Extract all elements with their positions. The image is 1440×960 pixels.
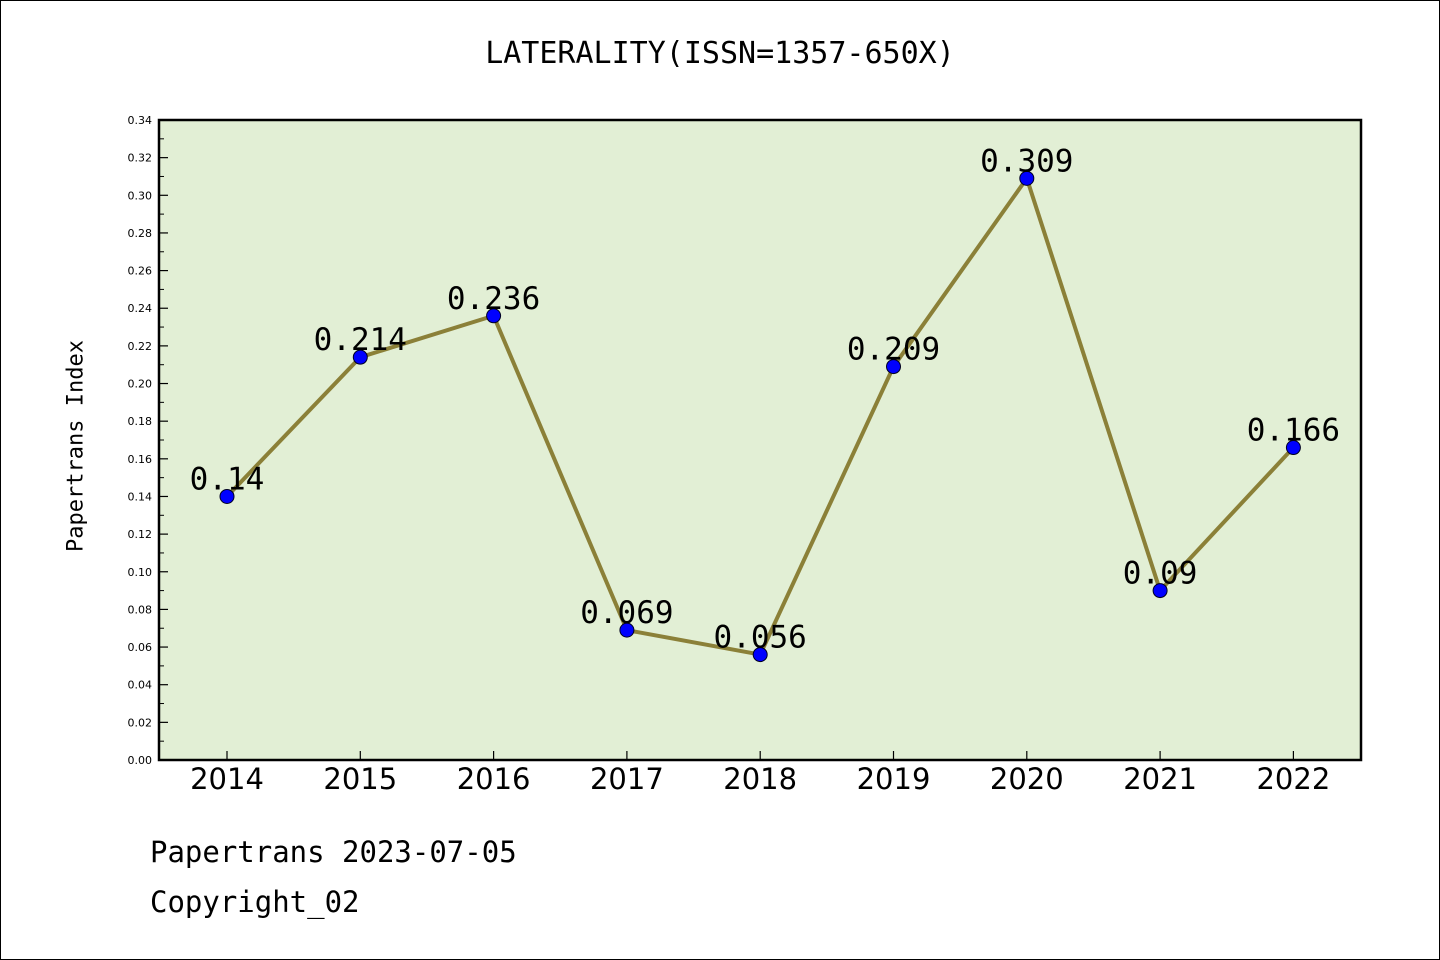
data-point (619, 622, 635, 638)
y-axis: 0.00 0.02 0.04 0.06 0.08 0.10 0.12 0.14 0.16 0.18… (128, 114, 168, 767)
y-tick-label: 0.20 (128, 378, 153, 391)
data-label: 0.069 (580, 595, 673, 631)
x-tick-label: 2015 (323, 762, 397, 796)
data-label: 0.166 (1247, 413, 1340, 449)
y-tick-label: 0.28 (128, 227, 153, 240)
y-tick-label: 0.02 (128, 716, 153, 729)
x-axis: 2014 2015 2016 2017 2018 2019 2020 2021 2022 (190, 751, 1330, 796)
data-label: 0.214 (314, 322, 407, 358)
y-tick-label: 0.18 (128, 415, 153, 428)
data-point (352, 349, 368, 365)
y-tick-label: 0.22 (128, 340, 153, 353)
data-label: 0.236 (447, 281, 540, 317)
y-tick-label: 0.34 (128, 114, 153, 127)
y-tick-label: 0.10 (128, 566, 153, 579)
y-tick-label: 0.08 (128, 603, 153, 616)
data-label: 0.09 (1123, 556, 1198, 592)
footer-copyright: Copyright_02 (150, 885, 360, 919)
plot-border (157, 118, 1363, 762)
data-point (1152, 583, 1168, 599)
data-point (752, 647, 768, 663)
plot-area (159, 120, 1361, 760)
data-label: 0.056 (714, 620, 807, 656)
footer-date: Papertrans 2023-07-05 (150, 835, 517, 869)
y-tick-label: 0.04 (128, 679, 153, 692)
data-label: 0.209 (847, 332, 940, 368)
y-tick-label: 0.12 (128, 528, 153, 541)
y-tick-label: 0.00 (128, 754, 153, 767)
data-labels: 0.14 0.214 0.236 0.069 0.056 0.209 0.309 0.09 0.… (190, 143, 1340, 655)
x-tick-label: 2020 (990, 762, 1064, 796)
x-tick-label: 2021 (1123, 762, 1197, 796)
y-tick-label: 0.30 (128, 189, 153, 202)
data-point (1285, 440, 1301, 456)
y-tick-label: 0.32 (128, 152, 153, 165)
data-point (886, 359, 901, 375)
data-point (219, 488, 235, 504)
y-tick-label: 0.14 (128, 490, 153, 503)
x-tick-label: 2022 (1256, 762, 1330, 796)
chart-title: LATERALITY(ISSN=1357-650X) (485, 36, 955, 71)
data-point (486, 308, 502, 324)
x-tick-label: 2018 (723, 762, 797, 796)
y-tick-label: 0.24 (128, 302, 153, 315)
data-label: 0.14 (190, 461, 265, 497)
data-label: 0.309 (980, 143, 1073, 179)
data-point (1019, 170, 1035, 186)
x-tick-label: 2017 (590, 762, 664, 796)
x-tick-label: 2016 (457, 762, 531, 796)
y-tick-label: 0.16 (128, 453, 153, 466)
data-markers (219, 170, 1301, 663)
x-tick-label: 2014 (190, 762, 264, 796)
y-tick-label: 0.06 (128, 641, 153, 654)
x-tick-label: 2019 (857, 762, 931, 796)
y-tick-label: 0.26 (128, 265, 153, 278)
